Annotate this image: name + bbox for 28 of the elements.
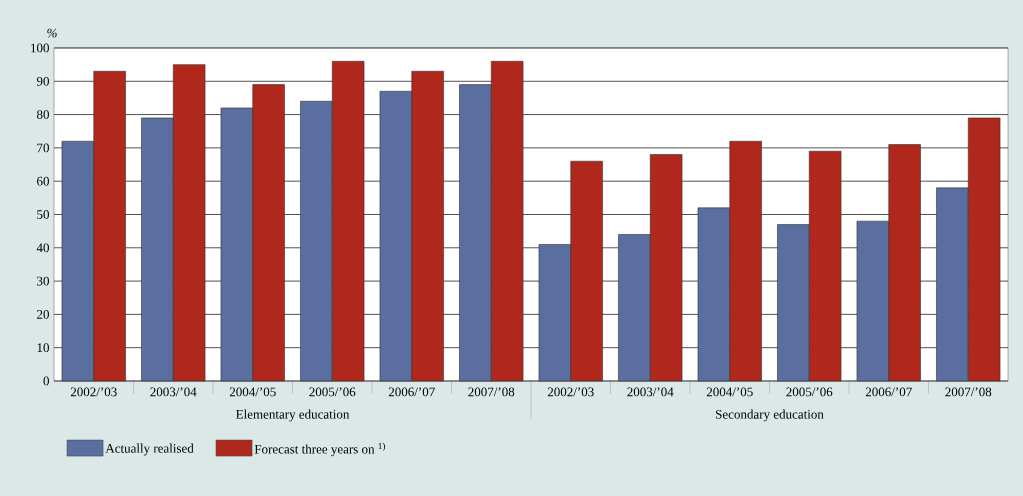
y-tick-label: 0	[43, 376, 49, 386]
x-tick-label: 2006/’07	[865, 387, 912, 397]
y-tick-label: 70	[37, 143, 49, 153]
text: Elementary education	[236, 409, 350, 422]
y-tick-label: 60	[37, 176, 49, 186]
x-tick-label: 2006/’07	[388, 387, 435, 397]
x-tick-label: 2003/’04	[150, 387, 197, 397]
x-tick-label: 2004/’05	[706, 387, 753, 397]
y-tick-label: 100	[31, 43, 49, 53]
x-tick-label: 2007/’08	[468, 387, 515, 397]
x-tick-label: 2005/’06	[786, 387, 833, 397]
y-tick-label: 30	[37, 276, 49, 286]
text: Secondary education	[716, 409, 824, 422]
x-tick-label: 2007/’08	[945, 387, 992, 397]
y-tick-label: 50	[37, 210, 49, 219]
x-tick-label: 2005/’06	[309, 387, 356, 397]
y-axis-title: %	[47, 28, 57, 38]
x-tick-label: 2002/’03	[547, 387, 594, 397]
y-tick-label: 10	[37, 343, 49, 353]
x-tick-label: 2002/’03	[70, 387, 117, 397]
x-tick-label: 2004/’05	[229, 387, 276, 397]
y-tick-label: 20	[37, 310, 49, 319]
y-tick-label: 40	[36, 243, 49, 253]
y-tick-label: 80	[36, 110, 49, 119]
x-tick-label: 2003/’04	[627, 387, 674, 397]
legend-label: Forecast three years on $^{1)}$	[254, 442, 385, 457]
legend-label: Actually realised	[105, 443, 194, 456]
y-tick-label: 90	[36, 76, 49, 86]
